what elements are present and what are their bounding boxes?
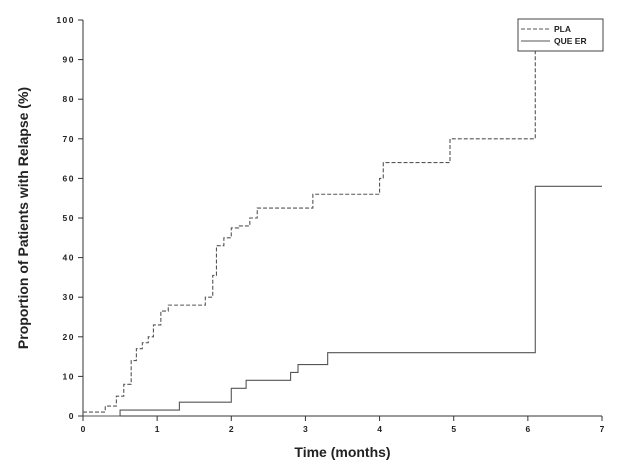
legend: PLA QUE ER: [517, 18, 604, 52]
y-axis-title: Proportion of Patients with Relapse (%): [15, 87, 31, 349]
y-tick-label: 80: [63, 94, 75, 104]
y-tick-label: 20: [63, 332, 75, 342]
legend-box: [517, 18, 604, 52]
y-tick-label: 100: [56, 15, 75, 25]
legend-label-pla: PLA: [554, 24, 571, 34]
x-axis-title: Time (months): [294, 444, 390, 460]
y-tick-label: 0: [69, 411, 75, 421]
x-tick-label: 3: [303, 424, 308, 434]
x-tick-label: 2: [229, 424, 234, 434]
x-tick-label: 4: [377, 424, 382, 434]
series-line-pla: [83, 20, 536, 413]
x-tick-label: 0: [81, 424, 86, 434]
x-tick-label: 6: [525, 424, 530, 434]
legend-label-que-er: QUE ER: [554, 36, 587, 46]
y-tick-label: 90: [63, 55, 75, 65]
series-line-que-er: [83, 185, 602, 417]
x-tick-label: 5: [451, 424, 456, 434]
y-tick-label: 30: [63, 292, 75, 302]
y-tick-label: 70: [63, 134, 75, 144]
y-tick-label: 60: [63, 173, 75, 183]
y-tick-label: 50: [63, 213, 75, 223]
y-tick-label: 10: [63, 371, 75, 381]
x-tick-label: 7: [600, 424, 605, 434]
y-tick-label: 40: [63, 253, 75, 263]
series-layer: [83, 20, 602, 417]
x-tick-label: 1: [155, 424, 160, 434]
axes: 0 10 20 30 40 50 60 70 80 90 100 0 1 2 3 4 5 6 7: [56, 15, 604, 434]
